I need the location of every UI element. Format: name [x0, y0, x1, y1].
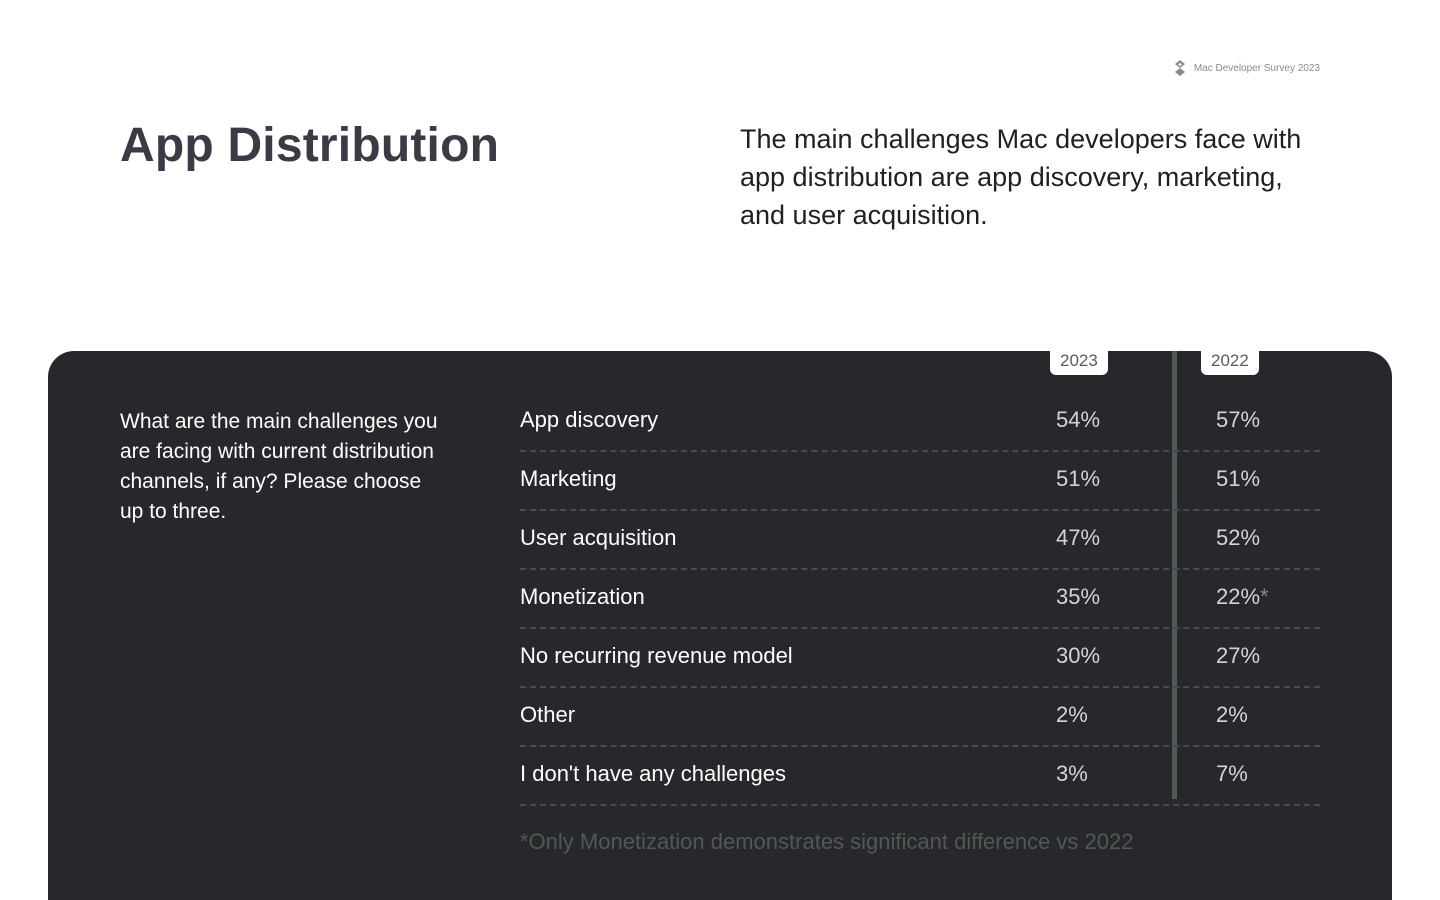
value-2022: 7% [1216, 761, 1248, 787]
value-2022-number: 7% [1216, 761, 1248, 786]
table-row: No recurring revenue model 30% 27% [520, 629, 1320, 688]
results-table: App discovery 54% 57% Marketing 51% 51% … [520, 393, 1320, 806]
row-label: Marketing [520, 466, 617, 491]
value-2023: 54% [1056, 407, 1101, 432]
value-2023: 30% [1056, 643, 1101, 668]
year-tab-2023: 2023 [1050, 351, 1108, 375]
results-panel: What are the main challenges you are fac… [48, 351, 1392, 900]
page-title: App Distribution [120, 119, 500, 172]
value-2023: 35% [1056, 584, 1101, 609]
value-2022: 51% [1216, 466, 1260, 492]
brand-label: Mac Developer Survey 2023 [1193, 62, 1320, 74]
value-2023: 2% [1056, 702, 1088, 727]
value-2023: 51% [1056, 466, 1101, 491]
value-2022-number: 27% [1216, 643, 1261, 668]
significance-mark: * [1260, 584, 1269, 609]
row-label: I don't have any challenges [520, 761, 786, 786]
value-2022-number: 57% [1216, 407, 1261, 432]
row-label: App discovery [520, 407, 659, 432]
table-row: I don't have any challenges 3% 7% [520, 747, 1320, 806]
brand: Mac Developer Survey 2023 [1174, 60, 1320, 76]
value-2022: 57% [1216, 407, 1260, 433]
table-row: App discovery 54% 57% [520, 393, 1320, 452]
value-2022-number: 51% [1216, 466, 1261, 491]
value-2022-number: 52% [1216, 525, 1261, 550]
value-2022-number: 22% [1216, 584, 1261, 609]
value-2022: 27% [1216, 643, 1260, 669]
row-label: Other [520, 702, 576, 727]
row-label: User acquisition [520, 525, 677, 550]
row-label: No recurring revenue model [520, 643, 793, 668]
value-2022: 52% [1216, 525, 1260, 551]
table-row: Marketing 51% 51% [520, 452, 1320, 511]
column-divider [1172, 351, 1177, 799]
value-2023: 3% [1056, 761, 1088, 786]
value-2022: 22%* [1216, 584, 1269, 610]
question-text: What are the main challenges you are fac… [120, 410, 438, 523]
table-row: Other 2% 2% [520, 688, 1320, 747]
value-2022: 2% [1216, 702, 1248, 728]
table-row: User acquisition 47% 52% [520, 511, 1320, 570]
value-2023: 47% [1056, 525, 1101, 550]
diamond-logo-icon [1174, 60, 1185, 76]
year-tab-2022: 2022 [1201, 351, 1259, 375]
summary-text: The main challenges Mac developers face … [740, 124, 1302, 230]
row-label: Monetization [520, 584, 645, 609]
value-2022-number: 2% [1216, 702, 1248, 727]
footnote: *Only Monetization demonstrates signific… [520, 829, 1134, 854]
table-row: Monetization 35% 22%* [520, 570, 1320, 629]
